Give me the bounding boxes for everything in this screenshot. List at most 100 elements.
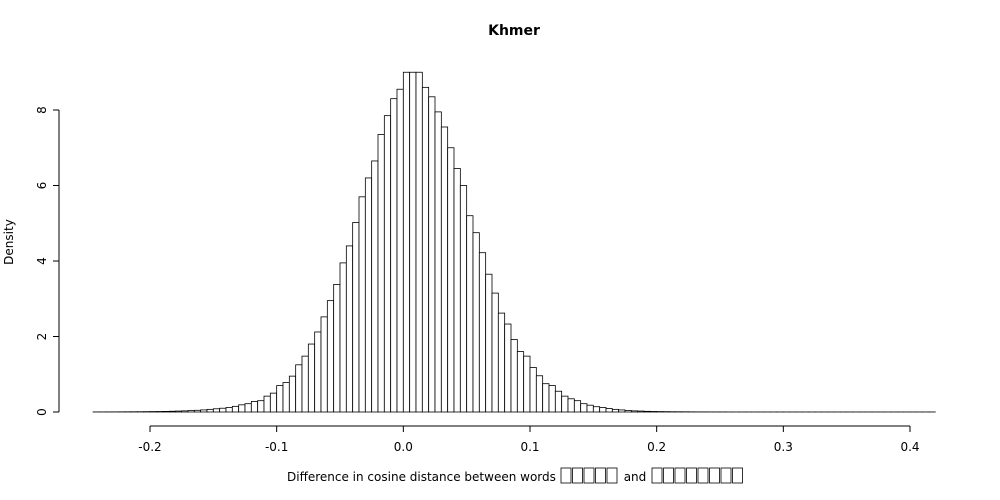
- y-tick-label: 6: [35, 182, 49, 190]
- unrendered-glyph-box: [697, 467, 709, 484]
- y-tick-label: 2: [35, 333, 49, 341]
- histogram-bar: [415, 71, 423, 413]
- histogram-bar: [592, 406, 601, 413]
- unrendered-glyph-box: [572, 467, 583, 484]
- unrendered-glyph-box: [560, 467, 572, 484]
- histogram-bar: [269, 392, 278, 413]
- unrendered-glyph-box: [595, 467, 606, 484]
- histogram-bar: [212, 408, 221, 413]
- x-tick-label: 0.3: [774, 440, 793, 454]
- histogram-bar: [567, 398, 575, 413]
- histogram-bar: [630, 410, 639, 413]
- histogram-bar: [428, 96, 436, 413]
- histogram-bar: [200, 409, 208, 413]
- unrendered-glyph-group-2: [651, 467, 743, 484]
- histogram-bar: [434, 111, 442, 413]
- histogram-bar: [542, 383, 550, 413]
- histogram-bar: [257, 400, 265, 413]
- unrendered-glyph-box: [732, 467, 743, 484]
- unrendered-glyph-group-1: [560, 467, 618, 484]
- histogram-bar: [371, 160, 379, 413]
- histogram-bar: [168, 410, 176, 413]
- histogram-bar: [352, 222, 360, 413]
- histogram-bar: [554, 390, 563, 413]
- histogram-bar: [409, 71, 417, 413]
- histogram-bar: [301, 355, 309, 413]
- x-tick-label: 0.4: [900, 440, 919, 454]
- histogram-bar: [447, 147, 455, 413]
- histogram-bar: [339, 262, 347, 413]
- x-tick-label: -0.2: [138, 440, 161, 454]
- y-tick-label: 8: [35, 106, 49, 114]
- histogram-bar: [586, 404, 594, 413]
- histogram-bar: [580, 403, 588, 413]
- histogram-bar: [649, 411, 658, 413]
- histogram-bar: [548, 385, 556, 413]
- unrendered-glyph-box: [663, 467, 674, 484]
- histogram-bar: [238, 404, 246, 413]
- histogram-bar: [250, 401, 259, 413]
- histogram-bar: [206, 408, 214, 413]
- x-tick-label: -0.1: [265, 440, 288, 454]
- y-axis: 0 2 4 6 8: [35, 106, 60, 416]
- histogram-bar: [516, 351, 525, 413]
- histogram-bar: [231, 405, 240, 413]
- histogram-bar: [421, 86, 430, 413]
- chart-title: Khmer: [488, 23, 540, 39]
- histogram-bar: [478, 252, 487, 413]
- histogram-bar: [459, 185, 468, 413]
- histogram-bar: [491, 292, 499, 413]
- y-tick-label: 4: [35, 257, 49, 265]
- histogram-bar: [611, 408, 620, 413]
- histogram-bar: [643, 410, 651, 413]
- y-tick-label: 0: [35, 408, 49, 416]
- histogram-bar: [295, 364, 303, 413]
- histogram-bar: [453, 168, 461, 413]
- unrendered-glyph-box: [606, 467, 618, 484]
- histogram-bar: [263, 395, 271, 413]
- histogram-bar: [377, 134, 385, 413]
- x-tick-label: 0.1: [520, 440, 539, 454]
- histogram-bar: [244, 403, 252, 413]
- unrendered-glyph-box: [709, 467, 720, 484]
- histogram-bar: [383, 115, 392, 413]
- histogram-bar: [162, 410, 170, 413]
- histogram-bar: [396, 88, 404, 413]
- histogram-bar: [510, 339, 518, 413]
- unrendered-glyph-box: [651, 467, 663, 484]
- histogram-bar: [345, 245, 354, 413]
- x-axis-label: Difference in cosine distance between wo…: [287, 470, 556, 484]
- histogram-bar: [193, 409, 202, 413]
- histogram-bar: [523, 355, 531, 413]
- unrendered-glyph-box: [720, 467, 732, 484]
- histogram-bar: [181, 410, 189, 413]
- histogram-bar: [573, 400, 582, 413]
- x-tick-label: 0.2: [647, 440, 666, 454]
- unrendered-glyph-box: [674, 467, 686, 484]
- histogram-bar: [307, 343, 316, 413]
- histogram-bar: [288, 375, 297, 413]
- histogram-bar: [314, 331, 322, 413]
- histogram-bar: [225, 407, 233, 413]
- histogram-bar: [535, 375, 544, 413]
- histogram-bar: [364, 177, 373, 413]
- x-axis-label-group: Difference in cosine distance between wo…: [287, 467, 743, 484]
- histogram-bar: [440, 126, 449, 413]
- histogram-bar: [276, 385, 284, 413]
- histogram-bar: [174, 410, 183, 413]
- histogram-bar: [529, 367, 537, 413]
- histogram-bar: [485, 273, 493, 413]
- x-axis: -0.2 -0.1 0.0 0.1 0.2 0.3 0.4: [138, 425, 920, 454]
- histogram-bar: [326, 300, 335, 413]
- histogram-bar: [504, 323, 512, 413]
- histogram-bar: [390, 98, 398, 413]
- histogram-bar: [497, 312, 506, 413]
- histogram-bar: [333, 283, 341, 413]
- histogram-bar: [320, 316, 328, 413]
- histogram-bar: [358, 196, 366, 413]
- histogram-bar: [618, 409, 626, 413]
- histogram-bar: [472, 232, 480, 413]
- histogram-bar: [624, 410, 632, 413]
- unrendered-glyph-box: [686, 467, 697, 484]
